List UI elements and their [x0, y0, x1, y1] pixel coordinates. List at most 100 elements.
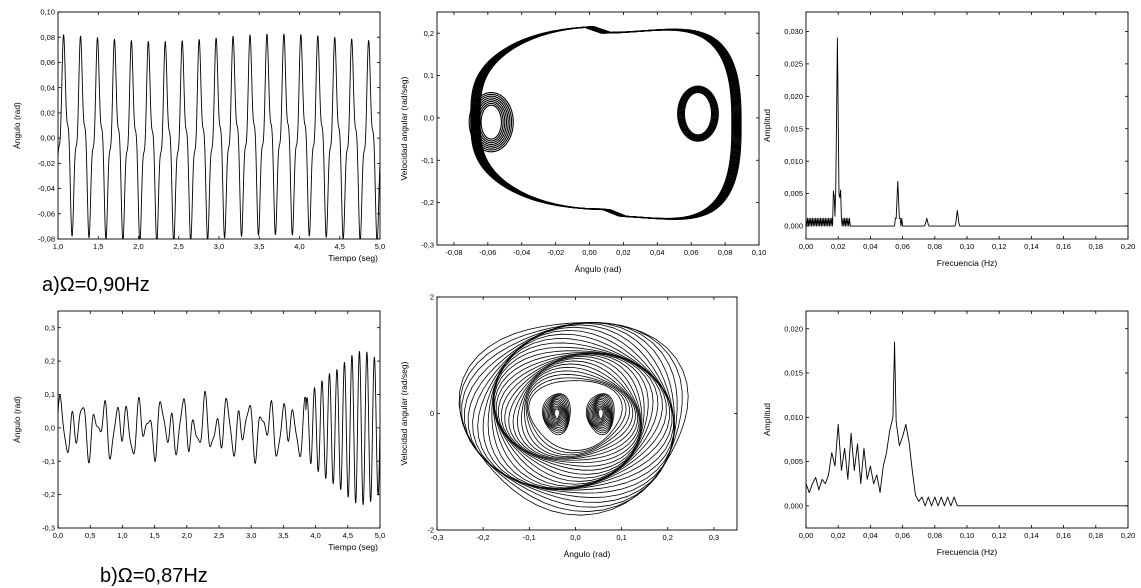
a-time-ytick-label: -0,02	[38, 159, 55, 168]
b-phase-outer-loop	[458, 322, 689, 516]
b-phase-inner-right-loop	[595, 404, 608, 424]
b-time-xlabel: Tiempo (seg)	[328, 542, 378, 552]
b-phase-outer-loop	[477, 326, 675, 491]
b-phase-xtick-label: 0,1	[616, 533, 626, 542]
b-time-frame	[57, 310, 381, 529]
a-time-xlabel: Tiempo (seg)	[328, 253, 378, 263]
b-phase-inner-right-loop	[591, 399, 611, 427]
b-phase-xtick-label: -0,2	[477, 533, 490, 542]
a-phase-inner-right-loop	[683, 91, 713, 136]
a-phase-inner-left-loop	[468, 91, 514, 153]
b-phase-inner-right-loop	[593, 400, 610, 426]
a-spectrum-xtick-label: 0,16	[1056, 242, 1071, 251]
caption-a-value: =0,90Hz	[75, 274, 150, 296]
a-spectrum-series	[806, 37, 1128, 227]
b-phase-outer-loop	[495, 352, 649, 479]
b-time-xtick-label: 1,0	[117, 531, 127, 540]
a-phase-inner-left-loop	[473, 97, 509, 147]
b-spectrum-ytick-label: 0,005	[784, 457, 803, 466]
b-phase-outer-loop	[500, 354, 643, 471]
a-spectrum-ytick-label: 0,015	[784, 124, 803, 133]
b-phase-inner-left-loop	[549, 400, 566, 426]
a-phase-inner-left-loop	[475, 99, 508, 146]
caption-b-symbol: Ω	[118, 565, 133, 587]
a-phase-inner-right-loop	[677, 85, 719, 142]
a-phase-ytick-label: 0,1	[424, 71, 434, 80]
b-phase-outer-loop	[472, 324, 675, 494]
b-phase-inner-left-loop	[552, 405, 563, 422]
a-phase-ytick-label: -0,1	[421, 156, 434, 165]
b-spectrum-xtick-label: 0,08	[927, 531, 942, 540]
b-phase-inner-right-loop	[589, 396, 612, 430]
b-time-xtick-label: 0,5	[85, 531, 95, 540]
panel-a-spectrum: 0,00 0,02 0,04 0,06 0,08 0,10 0,12 0,14 0,16 0,18…	[762, 11, 1135, 268]
b-spectrum-xtick-label: 0,04	[863, 531, 878, 540]
a-spectrum-ytick-label: 0,020	[784, 92, 803, 101]
b-phase-ylabel: Velocidad angular (rad/seg)	[399, 361, 409, 465]
b-spectrum-xtick-label: 0,02	[831, 531, 846, 540]
b-time-xtick-label: 5,0	[375, 531, 385, 540]
b-time-ytick-label: -0,1	[42, 457, 55, 466]
b-phase-inner-right-loop	[588, 395, 613, 432]
b-phase-outer-loop	[492, 342, 667, 489]
a-phase-ytick-label: 0,0	[424, 114, 434, 123]
a-spectrum-xtick-label: 0,06	[895, 242, 910, 251]
a-phase-xtick-label: 0,04	[650, 248, 665, 257]
a-phase-outer-orbit	[479, 25, 742, 220]
a-phase-inner-right-loop	[679, 87, 717, 140]
b-phase-inner-left-loop	[554, 408, 560, 419]
b-time-series	[58, 350, 380, 506]
b-phase-ytick-label: -2	[427, 526, 434, 535]
b-phase-inner-left-loop	[553, 407, 561, 421]
b-spectrum-xtick-label: 0,16	[1056, 531, 1071, 540]
b-phase-inner-right-loop	[597, 407, 605, 421]
b-time-xtick-label: 4,0	[310, 531, 320, 540]
a-phase-inner-left-loop	[477, 101, 506, 144]
b-time-ytick-label: 0,3	[45, 323, 55, 332]
a-time-xtick-label: 4,5	[335, 242, 345, 251]
a-phase-inner-right-loop	[682, 91, 714, 137]
a-phase-xlabel: Ángulo (rad)	[575, 264, 622, 274]
panel-b-time: 0,0 0,5 1,0 1,5 2,0 2,5 3,0 3,5 4,0 4,5 5,0 -0,3 -0,…	[12, 310, 385, 552]
a-time-xtick-label: 1,0	[53, 242, 63, 251]
b-phase-outer-loop	[494, 352, 654, 482]
a-phase-ytick-label: -0,3	[421, 241, 434, 250]
a-time-ytick-label: 0,06	[40, 58, 55, 67]
b-phase-outer-loop	[526, 377, 627, 454]
a-phase-ytick-label: 0,2	[424, 29, 434, 38]
panel-b-phase: -0,3 -0,2 -0,1 0,0 0,1 0,2 0,3 -2 0 2 Ángulo (rad)…	[399, 293, 738, 559]
a-spectrum-ytick-label: 0,025	[784, 59, 803, 68]
b-time-ytick-label: 0,2	[45, 357, 55, 366]
caption-a-symbol: Ω	[60, 274, 75, 296]
caption-a-letter: a)	[42, 274, 60, 296]
a-spectrum-xtick-label: 0,18	[1088, 242, 1103, 251]
b-spectrum-xtick-label: 0,14	[1024, 531, 1039, 540]
panel-b-spectrum: 0,00 0,02 0,04 0,06 0,08 0,10 0,12 0,14 0,16 0,18…	[762, 310, 1135, 557]
a-spectrum-xlabel: Frecuencia (Hz)	[937, 258, 998, 268]
b-spectrum-ytick-label: 0,020	[784, 324, 803, 333]
b-phase-outer-loop	[528, 380, 623, 451]
b-time-ylabel: Ángulo (rad)	[12, 396, 22, 443]
b-phase-inner-left-loop	[543, 394, 570, 434]
a-phase-inner-right-loop	[678, 86, 718, 141]
b-spectrum-xtick-label: 0,12	[992, 531, 1007, 540]
a-phase-inner-right-loop	[681, 90, 715, 138]
a-spectrum-ytick-label: 0,010	[784, 157, 803, 166]
b-phase-outer-loop	[524, 370, 634, 457]
b-time-xtick-label: 4,5	[343, 531, 353, 540]
a-time-ytick-label: 0,00	[40, 134, 55, 143]
b-phase-outer-loop	[491, 338, 670, 490]
b-spectrum-xtick-label: 0,10	[960, 531, 975, 540]
b-time-xtick-label: 2,5	[214, 531, 224, 540]
a-spectrum-xtick-label: 0,10	[960, 242, 975, 251]
b-phase-inner-right-loop	[594, 402, 609, 425]
b-phase-inner-left-loop	[545, 396, 568, 430]
a-spectrum-xtick-label: 0,04	[863, 242, 878, 251]
a-phase-xtick-label: -0,02	[547, 248, 564, 257]
a-phase-xtick-label: -0,06	[479, 248, 496, 257]
a-spectrum-ytick-label: 0,030	[784, 27, 803, 36]
b-phase-inner-left-loop	[550, 402, 565, 425]
panels-layer: 1,0 1,5 2,0 2,5 3,0 3,5 4,0 4,5 5,0-0,08-0,06-0,…	[12, 8, 1135, 559]
b-phase-ytick-label: 0	[430, 409, 434, 418]
a-time-series	[58, 33, 380, 239]
